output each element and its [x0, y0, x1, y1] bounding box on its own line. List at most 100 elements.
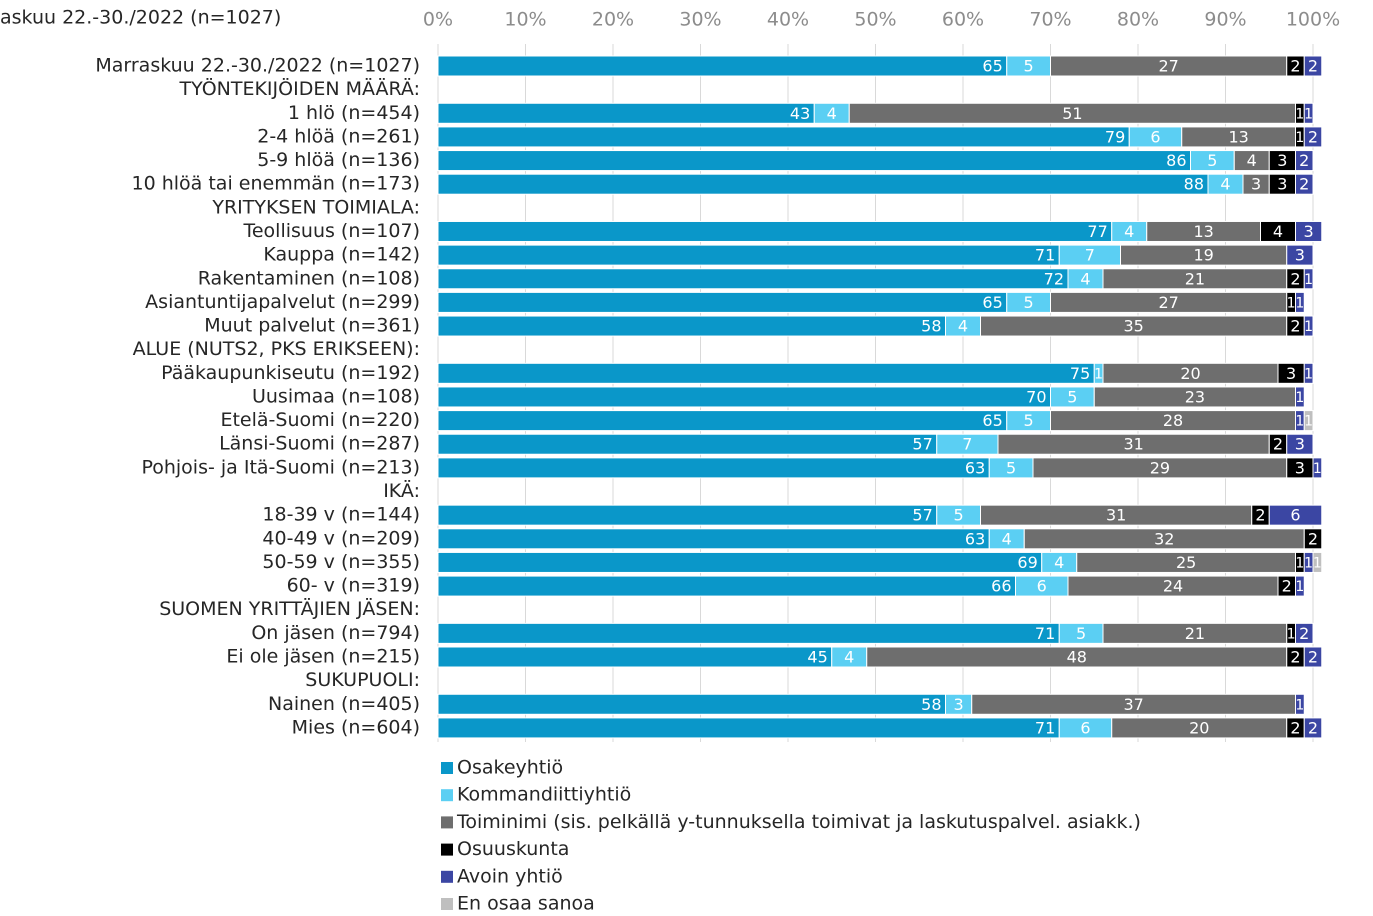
y-tick-label: SUOMEN YRITTÄJIEN JÄSEN:	[159, 597, 420, 620]
bar-segment	[1303, 55, 1323, 77]
data-label: 5	[1067, 387, 1077, 406]
legend-label: Osuuskunta	[457, 838, 569, 860]
data-label: 72	[1044, 269, 1064, 288]
bar-segment	[1303, 102, 1314, 124]
data-label: 28	[1163, 411, 1183, 430]
bar-segment	[1295, 693, 1305, 715]
legend-label: Osakeyhtiö	[457, 757, 563, 779]
y-tick-label: 2-4 hlöä (n=261)	[257, 125, 420, 147]
bar-segment	[437, 410, 1008, 432]
legend-label: Kommandiittiyhtiö	[457, 784, 631, 806]
bar-segment	[437, 102, 815, 124]
data-label: 2	[1308, 648, 1318, 667]
data-label: 1	[1304, 106, 1313, 122]
data-label: 6	[1080, 718, 1090, 737]
legend-swatch	[441, 870, 453, 883]
legend-swatch	[441, 789, 453, 802]
data-label: 13	[1193, 222, 1213, 241]
data-label: 51	[1062, 104, 1082, 123]
bar-segment	[1295, 575, 1305, 597]
x-tick-label: 80%	[1117, 9, 1159, 31]
data-label: 31	[1106, 506, 1126, 525]
y-tick-label: 50-59 v (n=355)	[262, 551, 420, 573]
data-label: 1	[1304, 555, 1313, 571]
bar-segment	[437, 693, 946, 715]
y-tick-label: Nainen (n=405)	[268, 693, 420, 715]
data-label: 3	[1277, 175, 1287, 194]
legend-swatch	[441, 762, 453, 774]
data-label: 1	[1094, 366, 1103, 382]
data-label: 71	[1035, 246, 1055, 265]
y-tick-label: Etelä-Suomi (n=220)	[220, 409, 420, 431]
data-label: 75	[1070, 364, 1090, 383]
data-label: 4	[1247, 151, 1257, 170]
bar-segment	[437, 551, 1043, 573]
data-label: 3	[1277, 151, 1287, 170]
bar-segment	[1286, 244, 1314, 266]
data-label: 63	[965, 529, 985, 548]
bar-segment	[1312, 551, 1323, 573]
data-label: 1	[1295, 555, 1304, 571]
data-label: 6	[1037, 577, 1047, 596]
x-tick-label: 90%	[1204, 9, 1246, 31]
chart-title: askuu 22.-30./2022 (n=1027)	[0, 7, 281, 29]
x-tick-label: 20%	[592, 9, 634, 31]
bar-segment	[437, 717, 1060, 739]
data-label: 1	[1295, 390, 1304, 406]
bar-segment	[1295, 150, 1314, 172]
bar-segment	[437, 220, 1113, 242]
data-label: 5	[1076, 624, 1086, 643]
bar-segment	[437, 55, 1008, 77]
data-label: 1	[1295, 579, 1304, 595]
y-tick-label: IKÄ:	[383, 479, 420, 502]
data-label: 71	[1035, 718, 1055, 737]
bar-segment	[1303, 528, 1323, 550]
x-tick-label: 0%	[423, 9, 453, 31]
bar-segment	[437, 646, 833, 668]
data-label: 5	[1024, 411, 1034, 430]
bar-segment	[1303, 315, 1314, 337]
bar-segment	[437, 362, 1095, 384]
data-label: 6	[1150, 127, 1160, 146]
data-label: 2	[1282, 577, 1292, 596]
bar-segment	[437, 268, 1069, 290]
data-label: 1	[1304, 272, 1313, 288]
data-label: 66	[991, 577, 1011, 596]
x-tick-label: 50%	[854, 9, 896, 31]
data-label: 19	[1193, 246, 1213, 265]
data-label: 1	[1313, 555, 1322, 571]
data-label: 4	[1124, 222, 1134, 241]
bar-segment	[1295, 622, 1314, 644]
bar-segment	[1303, 410, 1314, 432]
y-tick-label: On jäsen (n=794)	[251, 622, 420, 644]
y-tick-label: YRITYKSEN TOIMIALA:	[211, 196, 420, 218]
bar-segment	[1295, 291, 1305, 313]
y-tick-label: Mies (n=604)	[292, 716, 420, 738]
y-tick-label: TYÖNTEKIJÖIDEN MÄÄRÄ:	[179, 77, 420, 100]
bar-segment	[1303, 646, 1323, 668]
bar-segment	[437, 150, 1191, 172]
data-label: 37	[1123, 695, 1143, 714]
data-label: 65	[982, 57, 1002, 76]
x-tick-label: 60%	[942, 9, 984, 31]
data-label: 77	[1087, 222, 1107, 241]
data-label: 65	[982, 411, 1002, 430]
data-label: 2	[1308, 529, 1318, 548]
bar-segment	[437, 126, 1130, 148]
legend-label: Toiminimi (sis. pelkällä y-tunnuksella t…	[456, 811, 1141, 833]
data-label: 3	[1251, 175, 1261, 194]
data-label: 3	[954, 695, 964, 714]
y-tick-label: Marraskuu 22.-30./2022 (n=1027)	[95, 55, 420, 77]
data-label: 27	[1158, 57, 1178, 76]
data-label: 5	[1207, 151, 1217, 170]
data-label: 31	[1123, 435, 1143, 454]
x-tick-label: 100%	[1286, 9, 1340, 31]
bar-segment	[437, 315, 946, 337]
bar-segment	[437, 575, 1016, 597]
bar-segment	[437, 433, 938, 455]
bar-segment	[1303, 717, 1323, 739]
data-label: 24	[1163, 577, 1183, 596]
data-label: 86	[1166, 151, 1186, 170]
y-tick-label: SUKUPUOLI:	[305, 669, 420, 691]
